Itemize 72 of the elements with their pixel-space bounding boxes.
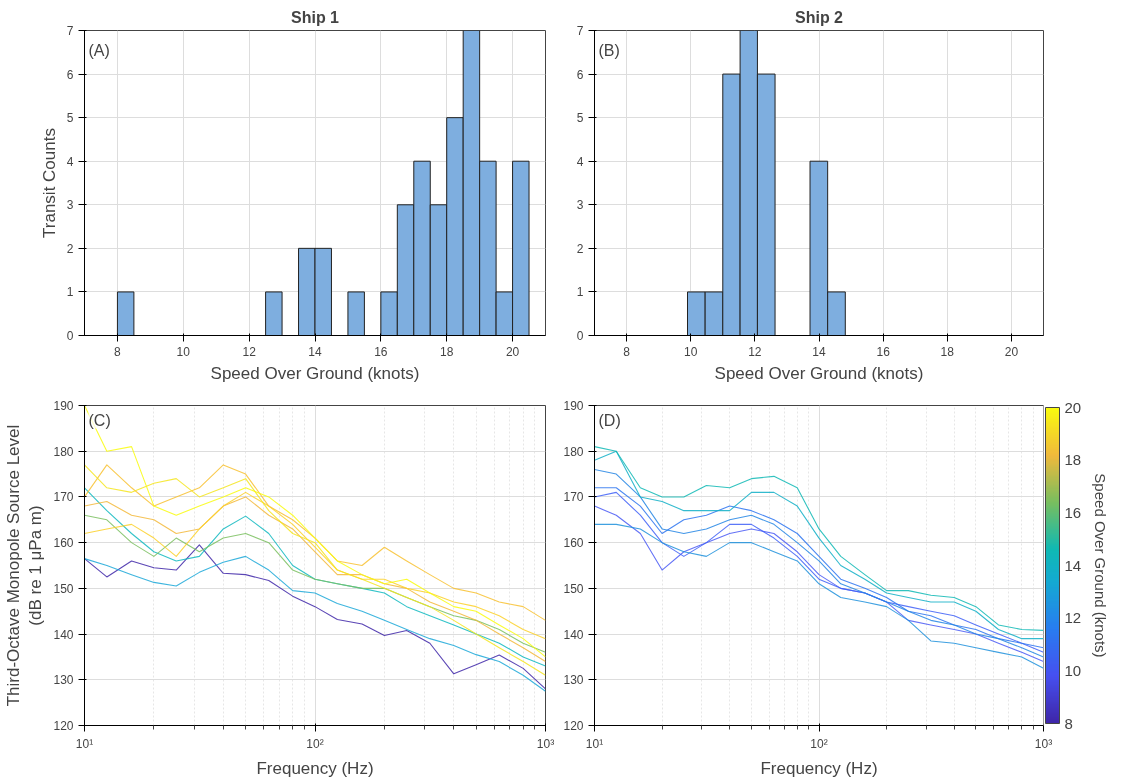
y-axis-title: Third-Octave Monopole Source Level (dB re 1 μPa m) [3,424,46,707]
annotation: (A) [88,41,110,59]
color-bar-label: 14 [1064,556,1082,574]
x-tick-label: 16 [374,344,388,359]
x-tick-label: 16 [876,344,891,359]
x-tick-label: 10 [176,344,191,359]
x-tick-label: 14 [308,344,322,359]
y-tick-label: 6 [576,67,584,82]
x-axis-title: Speed Over Ground (knots) [714,363,924,383]
y-tick-label: 5 [576,111,584,126]
x-tick-label: 10³ [1034,736,1053,751]
y-tick-label: 150 [53,581,74,596]
y-tick-label: 3 [66,198,74,213]
x-tick-label: 12 [748,344,762,359]
y-tick-label: 180 [53,444,74,459]
y-tick-label: 4 [576,154,584,169]
x-tick-label: 10¹ [75,736,94,751]
y-tick-label: 190 [53,399,74,413]
y-tick-label: 5 [66,111,74,126]
chart-title: Ship 1 [291,8,340,26]
y-tick-label: 120 [53,719,74,733]
x-tick-label: 8 [114,344,122,359]
annotation: (C) [88,411,111,429]
y-tick-label: 1 [576,285,584,300]
x-tick-label: 10² [810,736,828,751]
color-bar-label: 20 [1064,398,1082,416]
y-tick-label: 4 [66,154,74,169]
x-tick-label: 10 [684,344,698,359]
x-tick-label: 14 [812,344,826,359]
y-tick-label: 130 [53,673,74,688]
y-tick-label: 130 [563,673,584,688]
color-bar-label: 10 [1064,661,1082,679]
x-tick-label: 18 [940,344,955,359]
color-bar-label: 12 [1064,609,1082,627]
x-axis-title: Frequency (Hz) [760,758,878,778]
y-tick-label: 140 [563,627,584,642]
color-bar-title: Speed Over Ground (knots) [1091,473,1109,658]
x-tick-label: 20 [505,344,520,359]
y-tick-label: 180 [563,444,584,459]
x-tick-label: 10¹ [585,736,604,751]
y-axis-title: Transit Counts [39,128,59,238]
y-tick-label: 160 [53,536,74,551]
y-tick-label: 160 [563,536,584,551]
x-tick-label: 12 [242,344,257,359]
y-tick-label: 140 [53,627,74,642]
y-tick-label: 6 [66,67,74,82]
chart-title: Ship 2 [795,8,844,26]
x-axis-title: Speed Over Ground (knots) [210,363,420,383]
y-tick-label: 0 [576,329,584,343]
y-tick-label: 120 [563,719,584,733]
y-tick-label: 7 [66,24,74,38]
x-tick-label: 10² [306,736,324,751]
y-tick-label: 150 [563,581,584,596]
y-tick-label: 170 [563,490,584,505]
y-tick-label: 2 [576,241,584,256]
y-tick-label: 1 [66,285,74,300]
y-tick-label: 2 [66,241,74,256]
y-tick-label: 170 [53,490,74,505]
annotation: (B) [598,41,620,59]
x-tick-label: 10³ [536,736,555,751]
y-tick-label: 7 [576,24,584,38]
annotation: (D) [598,411,621,429]
x-axis-title: Frequency (Hz) [256,758,374,778]
x-tick-label: 8 [623,344,631,359]
color-bar-label: 8 [1064,714,1073,732]
color-bar-label: 16 [1064,503,1082,521]
y-tick-label: 3 [576,198,584,213]
x-tick-label: 18 [440,344,454,359]
color-bar-label: 18 [1064,451,1082,469]
y-tick-label: 190 [563,399,584,413]
y-tick-label: 0 [66,329,74,343]
x-tick-label: 20 [1004,344,1019,359]
